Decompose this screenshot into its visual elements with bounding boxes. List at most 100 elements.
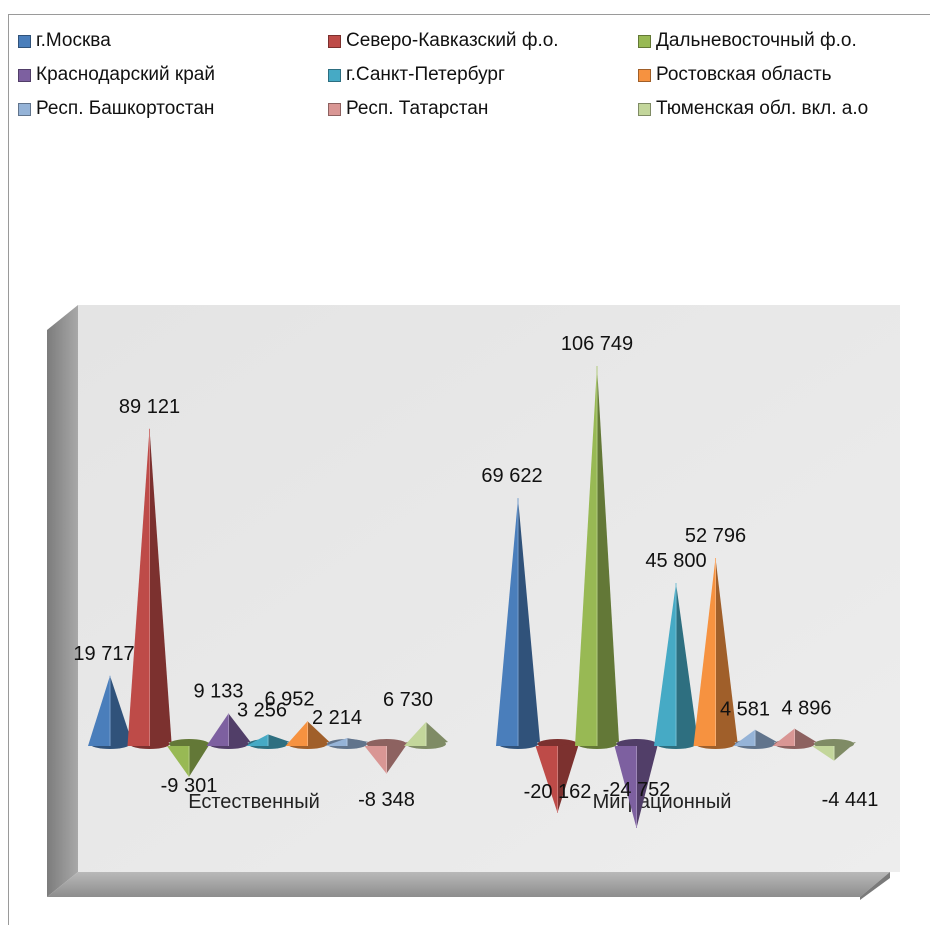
legend-swatch xyxy=(638,102,651,116)
legend-swatch xyxy=(638,34,651,48)
data-cone xyxy=(614,739,659,828)
data-cone xyxy=(206,713,251,749)
data-label: -24 752 xyxy=(603,779,671,801)
cone-front-face xyxy=(206,713,229,746)
data-cone xyxy=(654,582,698,749)
legend-label: Ростовская область xyxy=(656,64,832,85)
legend-swatch xyxy=(328,68,341,82)
legend-item: Дальневосточный ф.о. xyxy=(638,28,857,54)
cone-side-face xyxy=(228,713,251,746)
legend-item: Тюменская обл. вкл. а.о xyxy=(638,96,868,122)
data-cone xyxy=(364,739,409,774)
data-label: -8 348 xyxy=(358,789,415,811)
data-cone xyxy=(246,734,290,749)
data-label: 69 622 xyxy=(481,465,542,487)
legend-swatch xyxy=(18,68,31,82)
cone-front-face xyxy=(167,746,189,777)
chart-walls xyxy=(47,305,900,900)
data-cone xyxy=(285,721,330,749)
data-cones xyxy=(88,366,856,828)
legend-label: г.Москва xyxy=(36,30,111,51)
legend: г.Москва Северо-Кавказский ф.о. Дальневост… xyxy=(18,28,930,138)
floor xyxy=(47,872,890,897)
data-label: 6 730 xyxy=(383,689,433,711)
cone-side-face xyxy=(307,721,330,746)
cone-front-face xyxy=(733,729,755,746)
legend-label: Тюменская обл. вкл. а.о xyxy=(656,98,869,119)
cone-front-face xyxy=(404,722,426,746)
data-label: 4 581 xyxy=(720,699,770,721)
cone-side-face xyxy=(755,729,777,746)
data-cone xyxy=(535,739,580,813)
data-label: 9 133 xyxy=(193,680,243,702)
cone-front-face xyxy=(614,746,637,828)
cone-side-face xyxy=(676,582,698,746)
legend-item: Респ. Татарстан xyxy=(328,96,488,122)
data-cone xyxy=(733,729,777,749)
data-cone xyxy=(812,739,856,761)
cone-side-face xyxy=(426,722,448,746)
data-cone xyxy=(127,428,172,749)
legend-item: Северо-Кавказский ф.о. xyxy=(328,28,559,54)
data-label: -9 301 xyxy=(161,775,218,797)
legend-label: Северо-Кавказский ф.о. xyxy=(346,30,559,51)
legend-swatch xyxy=(18,34,31,48)
legend-item: Ростовская область xyxy=(638,62,832,88)
legend-swatch xyxy=(18,102,31,116)
data-label: 45 800 xyxy=(645,550,706,572)
side-wall xyxy=(47,305,78,897)
legend-label: Краснодарский край xyxy=(36,64,215,85)
data-cone xyxy=(167,739,211,777)
cone-side-face xyxy=(557,742,580,813)
category-label: Естественный xyxy=(188,791,320,813)
data-cone xyxy=(88,675,132,749)
legend-label: Дальневосточный ф.о. xyxy=(656,30,857,51)
cone-side-face xyxy=(347,738,369,746)
cone-front-face xyxy=(88,675,110,746)
data-cone xyxy=(404,722,448,749)
legend-swatch xyxy=(328,102,341,116)
cone-side-face xyxy=(636,742,659,828)
legend-swatch xyxy=(638,68,651,82)
cone-side-face xyxy=(268,734,290,746)
cone-front-face xyxy=(364,746,387,774)
cone-front-face xyxy=(693,558,716,746)
data-label: 2 214 xyxy=(312,707,362,729)
cone-side-face xyxy=(794,728,817,746)
cone-front-face xyxy=(285,721,308,746)
data-label: 89 121 xyxy=(119,396,180,418)
cone-side-face xyxy=(518,498,540,746)
category-label: Миграционный xyxy=(593,791,732,813)
category-labels: Естественный Миграционный xyxy=(188,791,731,813)
legend-item: г.Санкт-Петербург xyxy=(328,62,505,88)
cone-front-face xyxy=(772,728,795,746)
legend-item: Краснодарский край xyxy=(18,62,215,88)
data-label: 6 952 xyxy=(264,688,314,710)
legend-label: г.Санкт-Петербург xyxy=(346,64,505,85)
cone-front-face xyxy=(496,498,518,746)
data-cone xyxy=(693,558,738,749)
legend-label: Респ. Башкортостан xyxy=(36,98,215,119)
legend-item: Респ. Башкортостан xyxy=(18,96,214,122)
legend-label: Респ. Татарстан xyxy=(346,98,489,119)
data-label: 3 256 xyxy=(237,699,287,721)
data-label: -20 162 xyxy=(524,781,592,803)
cone-front-face xyxy=(575,366,597,746)
cone-front-face xyxy=(654,582,676,746)
cone-front-face xyxy=(325,738,347,746)
data-cone xyxy=(325,738,369,749)
data-cone xyxy=(772,728,817,749)
cone-side-face xyxy=(110,675,132,746)
legend-item: г.Москва xyxy=(18,28,111,54)
cone-front-face xyxy=(535,746,558,813)
data-label: 4 896 xyxy=(781,698,831,720)
cone-side-face xyxy=(149,428,172,746)
cone-side-face xyxy=(386,742,409,774)
frame-border-left xyxy=(8,14,9,925)
data-label: 19 717 xyxy=(73,643,134,665)
floor-edge xyxy=(860,872,890,900)
cone-front-face xyxy=(812,746,834,761)
data-label: 106 749 xyxy=(561,333,633,355)
